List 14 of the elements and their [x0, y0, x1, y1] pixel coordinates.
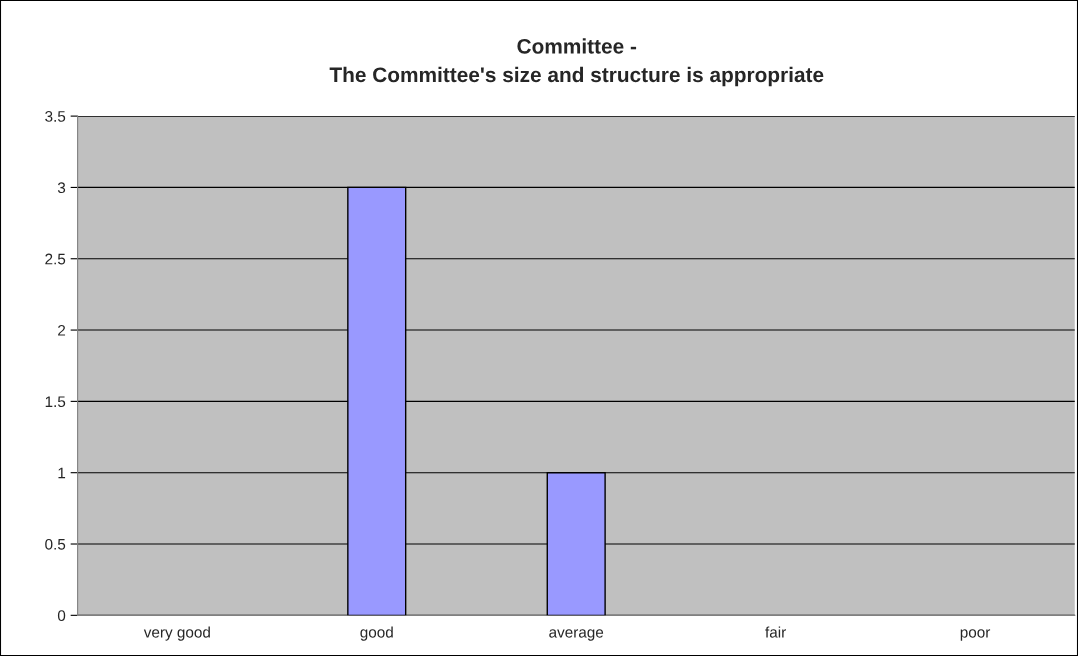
y-tick-label: 2 [58, 324, 66, 336]
x-tick-label: average [549, 629, 604, 641]
y-tick-label: 1.5 [45, 396, 66, 408]
y-tick-label: 2.5 [45, 253, 66, 265]
y-tick-label: 0.5 [45, 538, 66, 550]
x-tick-label: poor [960, 629, 991, 641]
y-tick-label: 0 [57, 610, 66, 622]
y-tick-label: 1 [58, 467, 66, 479]
x-tick-label: fair [765, 626, 786, 638]
chart-title: Committee - The Committee's size and structure is appropriate [329, 38, 824, 87]
x-tick-label: good [360, 626, 393, 641]
x-tick-label: very good [143, 626, 210, 641]
y-tick-label: 3.5 [45, 110, 66, 122]
y-tick-label: 3 [57, 182, 66, 194]
